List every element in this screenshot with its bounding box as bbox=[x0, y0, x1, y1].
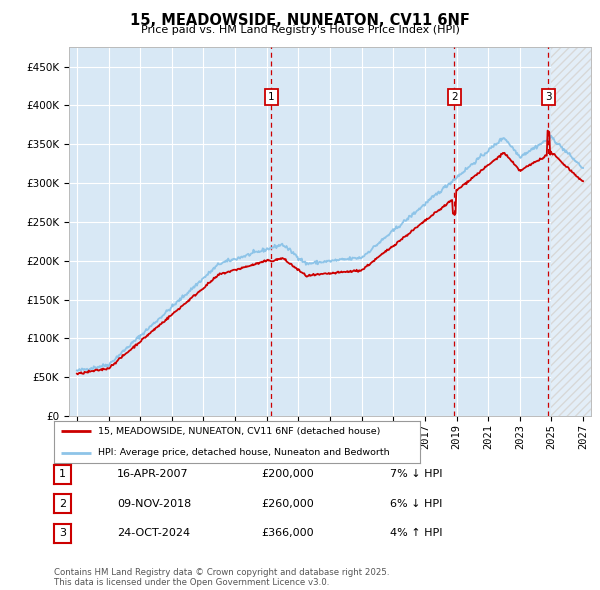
Text: 15, MEADOWSIDE, NUNEATON, CV11 6NF: 15, MEADOWSIDE, NUNEATON, CV11 6NF bbox=[130, 13, 470, 28]
Text: £366,000: £366,000 bbox=[261, 529, 314, 538]
Text: 1: 1 bbox=[59, 470, 66, 479]
Text: Contains HM Land Registry data © Crown copyright and database right 2025.
This d: Contains HM Land Registry data © Crown c… bbox=[54, 568, 389, 587]
Text: 16-APR-2007: 16-APR-2007 bbox=[117, 470, 188, 479]
Text: Price paid vs. HM Land Registry's House Price Index (HPI): Price paid vs. HM Land Registry's House … bbox=[140, 25, 460, 35]
Bar bbox=[551, 47, 599, 416]
Text: 09-NOV-2018: 09-NOV-2018 bbox=[117, 499, 191, 509]
Text: 3: 3 bbox=[545, 92, 552, 102]
Text: 24-OCT-2024: 24-OCT-2024 bbox=[117, 529, 190, 538]
Text: 3: 3 bbox=[59, 529, 66, 538]
Text: 7% ↓ HPI: 7% ↓ HPI bbox=[390, 470, 443, 479]
Text: £200,000: £200,000 bbox=[261, 470, 314, 479]
Text: 1: 1 bbox=[268, 92, 275, 102]
Text: HPI: Average price, detached house, Nuneaton and Bedworth: HPI: Average price, detached house, Nune… bbox=[98, 448, 389, 457]
Text: 4% ↑ HPI: 4% ↑ HPI bbox=[390, 529, 443, 538]
Bar bbox=[551, 47, 599, 416]
Text: 2: 2 bbox=[451, 92, 458, 102]
Text: 2: 2 bbox=[59, 499, 66, 509]
Text: 6% ↓ HPI: 6% ↓ HPI bbox=[390, 499, 442, 509]
Text: 15, MEADOWSIDE, NUNEATON, CV11 6NF (detached house): 15, MEADOWSIDE, NUNEATON, CV11 6NF (deta… bbox=[98, 427, 380, 436]
Text: £260,000: £260,000 bbox=[261, 499, 314, 509]
